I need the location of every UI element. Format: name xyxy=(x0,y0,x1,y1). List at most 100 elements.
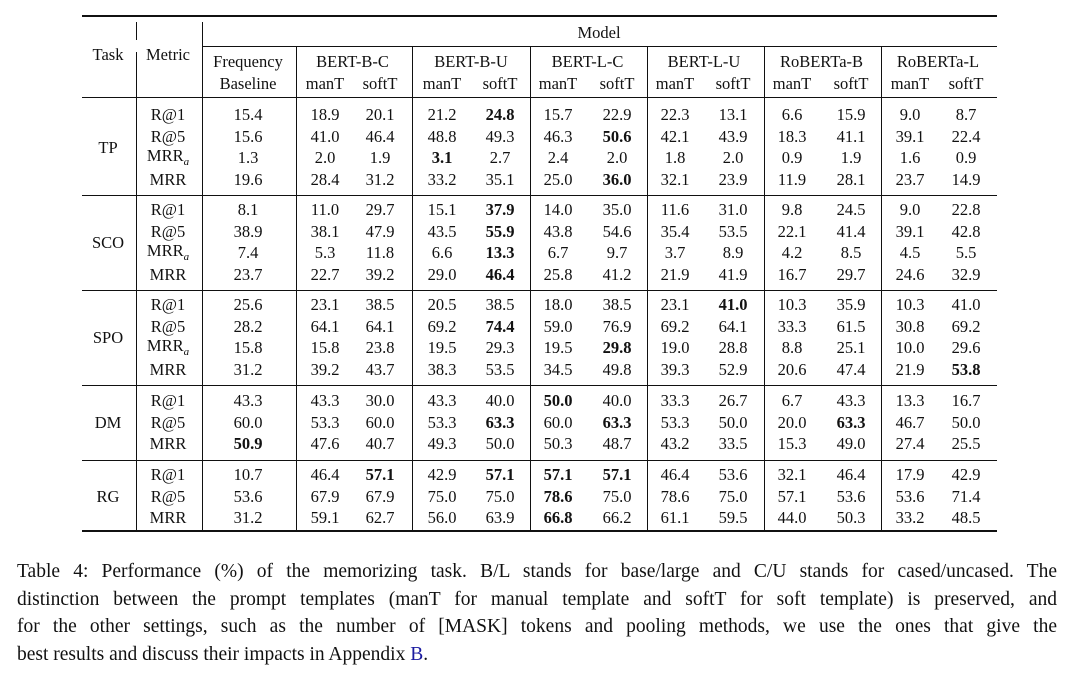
cell-value: 1.3 xyxy=(237,148,259,168)
cell-value: 4.5 xyxy=(899,243,921,263)
header-subcol: manT xyxy=(890,73,930,93)
metric-label: R@5 xyxy=(151,318,185,335)
metric-label: R@1 xyxy=(150,104,186,124)
cell-value: 53.6 xyxy=(836,486,866,506)
cell-value: 28.8 xyxy=(718,338,748,358)
task-label: SPO xyxy=(92,327,124,347)
metric-text: MRR xyxy=(146,241,184,261)
cell-value: 61.5 xyxy=(836,316,866,336)
metric-text: R@5 xyxy=(150,126,186,146)
cell-value: 46.3 xyxy=(543,126,573,146)
cell-value: 32.1 xyxy=(777,464,807,484)
cell-value: 42.9 xyxy=(951,464,981,484)
cell-value: 10.3 xyxy=(895,294,925,314)
metric-text: R@1 xyxy=(150,294,186,314)
header-model: Model xyxy=(577,22,621,42)
cell-value: 59.0 xyxy=(543,316,573,336)
cell-value: 38.1 xyxy=(310,221,340,241)
cell-value: 39.1 xyxy=(895,221,925,241)
cell-value: 43.9 xyxy=(718,126,748,146)
cell-value: 47.6 xyxy=(310,434,340,454)
cell-value: 38.5 xyxy=(602,294,632,314)
cell-value: 64.1 xyxy=(310,316,340,336)
cell-value: 22.8 xyxy=(951,199,981,219)
cell-value: 20.6 xyxy=(777,359,807,379)
cell-value: 23.9 xyxy=(718,169,748,189)
cell-value: 69.2 xyxy=(951,316,981,336)
metric-label: MRR xyxy=(150,435,187,453)
rule xyxy=(82,290,997,291)
cell-value: 42.9 xyxy=(427,464,457,484)
metric-text: R@1 xyxy=(150,464,186,484)
cell-value: 28.2 xyxy=(233,316,263,336)
metric-text: R@5 xyxy=(150,412,186,432)
rule xyxy=(82,385,997,386)
cell-value: 39.3 xyxy=(660,359,690,379)
cell-value: 50.9 xyxy=(233,434,263,454)
caption-text: best results and discuss their impacts i… xyxy=(17,644,411,665)
cell-value: 55.9 xyxy=(485,221,515,241)
cell-value: 78.6 xyxy=(660,486,690,506)
cell-value: 19.5 xyxy=(543,338,573,358)
cell-value: 11.8 xyxy=(365,243,395,263)
header-baseline: Frequency xyxy=(213,51,283,71)
cell-value: 15.9 xyxy=(836,104,866,124)
metric-text: R@1 xyxy=(150,104,186,124)
cell-value: 9.0 xyxy=(899,104,921,124)
cell-value: 75.0 xyxy=(485,486,515,506)
header-model-name: BERT-L-C xyxy=(551,51,624,71)
header-model-name: BERT-B-U xyxy=(434,51,508,71)
cell-value: 18.3 xyxy=(777,126,807,146)
cell-value: 19.5 xyxy=(427,338,457,358)
cell-value: 47.4 xyxy=(836,359,866,379)
cell-value: 46.4 xyxy=(310,464,340,484)
cell-value: 13.3 xyxy=(895,390,925,410)
cell-value: 15.1 xyxy=(427,199,457,219)
cell-value: 53.3 xyxy=(660,412,690,432)
cell-value: 32.9 xyxy=(951,264,981,284)
cell-value: 9.8 xyxy=(781,199,803,219)
cell-value: 35.4 xyxy=(660,221,690,241)
cell-value: 34.5 xyxy=(543,359,573,379)
cell-value: 24.6 xyxy=(895,264,925,284)
cell-value: 52.9 xyxy=(718,359,748,379)
cell-value: 43.2 xyxy=(660,434,690,454)
metric-text: MRR xyxy=(146,336,184,356)
metric-label: R@1 xyxy=(150,464,186,484)
cell-value: 61.1 xyxy=(660,508,690,528)
cell-value: 23.1 xyxy=(660,294,690,314)
metric-label: MRRa xyxy=(146,336,189,358)
cell-value: 43.3 xyxy=(310,390,340,410)
cell-value: 48.8 xyxy=(427,126,457,146)
rule xyxy=(530,46,531,530)
header-model-name: BERT-L-U xyxy=(667,51,741,71)
cell-value: 50.0 xyxy=(485,434,515,454)
cell-value: 57.1 xyxy=(485,464,515,484)
cell-value: 28.1 xyxy=(836,169,866,189)
cell-value: 63.9 xyxy=(485,508,515,528)
cell-value: 18.0 xyxy=(543,294,573,314)
cell-value: 50.0 xyxy=(543,390,573,410)
cell-value: 53.3 xyxy=(310,412,340,432)
cell-value: 8.8 xyxy=(781,338,803,358)
cell-value: 56.0 xyxy=(427,508,457,528)
cell-value: 43.7 xyxy=(365,359,395,379)
cell-value: 21.2 xyxy=(427,104,457,124)
metric-text: MRR xyxy=(149,264,187,284)
cell-value: 53.6 xyxy=(895,486,925,506)
header-subcol: softT xyxy=(599,73,635,93)
appendix-link[interactable]: B xyxy=(410,644,424,665)
cell-value: 1.8 xyxy=(664,148,686,168)
cell-value: 40.0 xyxy=(485,390,515,410)
cell-value: 0.9 xyxy=(781,148,803,168)
cell-value: 10.0 xyxy=(895,338,925,358)
cell-value: 29.8 xyxy=(602,338,632,358)
caption-text: . xyxy=(423,644,429,665)
cell-value: 64.1 xyxy=(718,316,748,336)
cell-value: 50.3 xyxy=(836,508,866,528)
cell-value: 63.3 xyxy=(485,412,515,432)
cell-value: 15.8 xyxy=(310,338,340,358)
cell-value: 50.3 xyxy=(543,434,573,454)
cell-value: 29.7 xyxy=(836,264,866,284)
